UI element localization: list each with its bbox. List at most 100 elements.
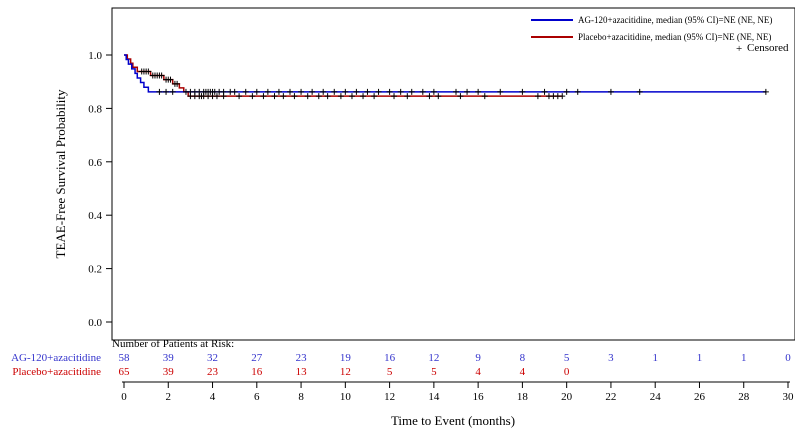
risk-row-label-placebo: Placebo+azacitidine: [12, 366, 101, 378]
risk-count: 13: [296, 366, 308, 378]
x-tick-label: 8: [298, 391, 304, 403]
risk-count: 23: [207, 366, 219, 378]
x-tick-label: 14: [428, 391, 440, 403]
x-tick-label: 12: [384, 391, 395, 403]
risk-count: 3: [608, 352, 614, 364]
risk-count: 12: [340, 366, 351, 378]
km-line-placebo: [124, 54, 563, 97]
censored-mark: [404, 93, 411, 100]
censored-mark: [309, 88, 316, 95]
risk-count: 19: [340, 352, 352, 364]
censored-mark: [541, 88, 548, 95]
censored-mark: [574, 88, 581, 95]
x-axis-title: Time to Event (months): [391, 413, 515, 428]
y-tick-label: 1.0: [88, 50, 102, 62]
censored-mark: [391, 93, 398, 100]
censored-mark: [260, 93, 267, 100]
legend-label-series-2: Placebo+azacitidine, median (95% CI)=NE …: [578, 32, 771, 42]
censored-mark: [453, 88, 459, 95]
risk-count: 5: [564, 352, 570, 364]
censored-mark: [559, 93, 566, 100]
x-tick-label: 20: [561, 391, 573, 403]
legend-censored-marker: +: [736, 43, 742, 55]
x-tick-label: 24: [650, 391, 662, 403]
censored-mark: [364, 88, 371, 95]
x-tick-label: 22: [605, 391, 616, 403]
censored-mark: [213, 93, 220, 100]
censored-mark: [298, 88, 305, 95]
censored-mark: [348, 93, 355, 100]
x-tick-label: 0: [121, 391, 127, 403]
censored-mark: [342, 88, 349, 95]
risk-count: 27: [251, 352, 263, 364]
censored-mark: [315, 93, 322, 100]
censored-mark: [331, 88, 338, 95]
risk-count: 16: [384, 352, 396, 364]
risk-count: 9: [475, 352, 481, 364]
censored-mark: [169, 88, 176, 95]
censored-mark: [464, 88, 471, 95]
censored-mark: [457, 93, 464, 100]
risk-count: 4: [520, 366, 526, 378]
censored-mark: [324, 93, 331, 100]
censored-mark: [158, 72, 165, 79]
risk-count: 5: [431, 366, 437, 378]
censored-mark: [386, 88, 393, 95]
censored-mark: [320, 88, 327, 95]
risk-count: 39: [163, 352, 175, 364]
risk-count: 1: [652, 352, 658, 364]
censored-mark: [534, 93, 541, 100]
risk-count: 23: [296, 352, 308, 364]
x-tick-label: 18: [517, 391, 529, 403]
risk-count: 0: [785, 352, 791, 364]
censored-mark: [291, 93, 298, 100]
censored-mark: [304, 93, 311, 100]
censored-mark: [253, 88, 260, 95]
censored-mark: [280, 93, 287, 100]
censored-mark: [475, 88, 482, 95]
y-tick-label: 0.8: [88, 103, 102, 115]
censored-mark: [371, 93, 378, 100]
risk-table: 58 39 32 27 23 19 16 12 9 8 5 3 1 1 1 0 65 39 23 16 13 12 5 5 4 4…: [119, 352, 792, 378]
censored-mark: [231, 88, 238, 95]
x-tick-label: 2: [166, 391, 172, 403]
censored-mark: [264, 88, 271, 95]
censored-mark: [397, 88, 404, 95]
censored-mark: [249, 93, 256, 100]
axes-layer: 0 2 4 6 8 10 12 14 16 18 20 22 24 26 28 300.00.20.40.60…: [88, 50, 794, 403]
censored-mark: [275, 88, 282, 95]
censored-mark: [426, 93, 433, 100]
censored-mark: [419, 88, 426, 95]
risk-count: 58: [119, 352, 131, 364]
censored-mark: [636, 88, 643, 95]
risk-count: 0: [564, 366, 570, 378]
censored-mark: [408, 88, 415, 95]
censored-mark: [337, 93, 344, 100]
x-tick-label: 16: [473, 391, 485, 403]
y-tick-label: 0.2: [88, 264, 102, 276]
risk-count: 12: [428, 352, 439, 364]
risk-count: 8: [520, 352, 526, 364]
x-tick-label: 28: [738, 391, 750, 403]
censored-mark: [607, 88, 614, 95]
censored-mark: [163, 88, 170, 95]
risk-count: 16: [251, 366, 263, 378]
censored-mark: [360, 93, 367, 100]
risk-count: 1: [741, 352, 747, 364]
censored-mark: [242, 88, 249, 95]
censored-mark: [563, 88, 570, 95]
censored-mark: [271, 93, 278, 100]
censored-mark: [497, 88, 504, 95]
legend-censored-label: Censored: [747, 42, 789, 54]
legend: AG-120+azacitidine, median (95% CI)=NE (…: [531, 15, 789, 55]
censored-mark: [236, 93, 243, 100]
censored-mark: [156, 88, 163, 95]
x-tick-label: 4: [210, 391, 216, 403]
censored-mark: [287, 88, 293, 95]
y-tick-label: 0.6: [88, 157, 102, 169]
risk-count: 65: [119, 366, 131, 378]
censored-mark: [519, 88, 526, 95]
x-tick-label: 26: [694, 391, 706, 403]
x-tick-label: 10: [340, 391, 352, 403]
